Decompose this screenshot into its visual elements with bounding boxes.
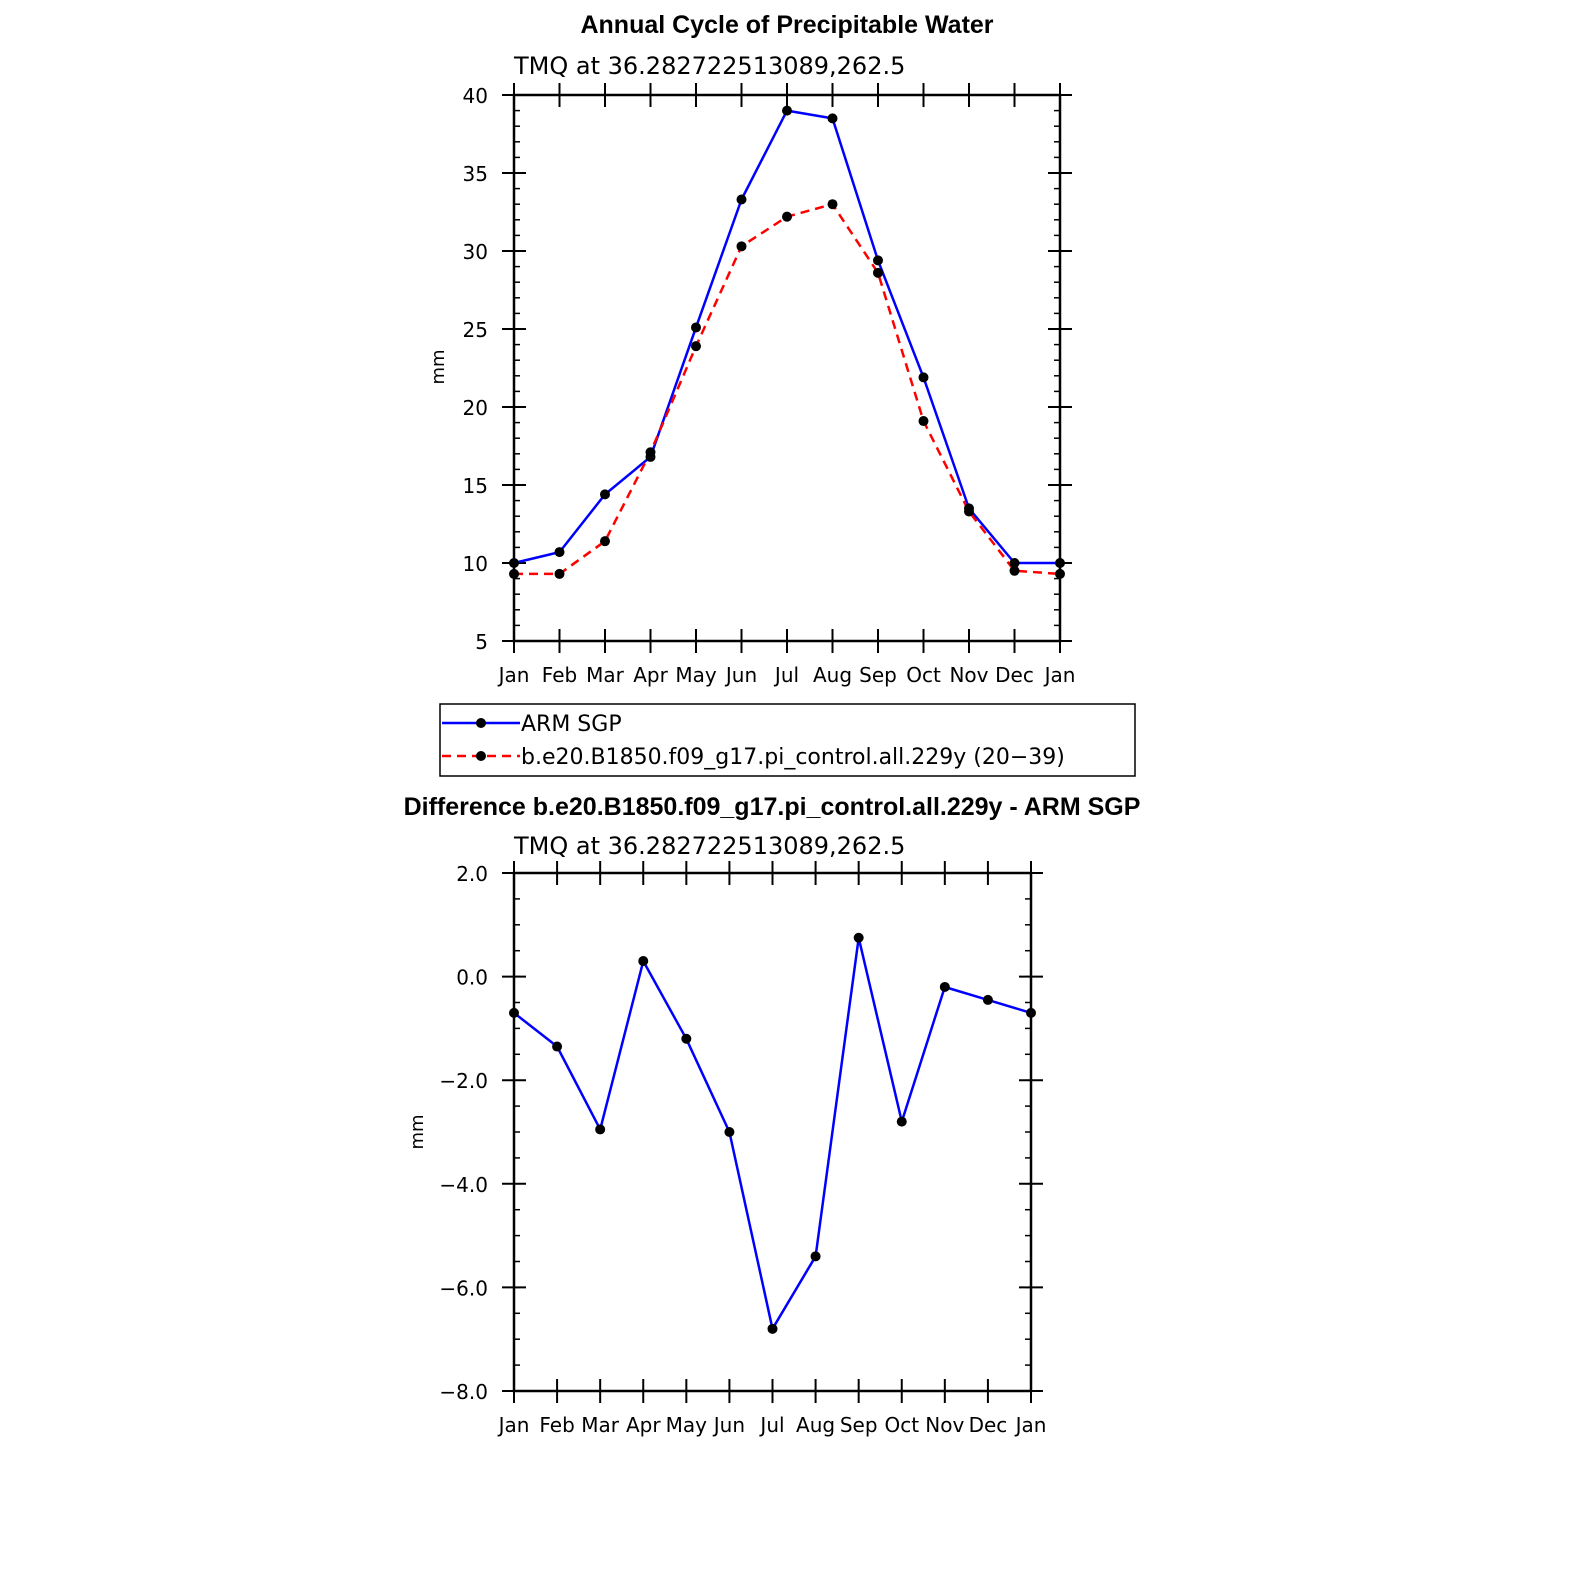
legend-marker-series-2	[476, 751, 486, 761]
y-tick-label: 15	[463, 474, 488, 498]
chart1-series-2-point	[1009, 565, 1020, 576]
chart1-series-1-point	[1055, 558, 1065, 568]
x-tick-label: Dec	[995, 663, 1034, 687]
x-tick-label: May	[666, 1413, 708, 1437]
chart2-ylabel: mm	[407, 1114, 428, 1149]
chart2-series-1-point	[982, 994, 993, 1005]
chart1-series-1-point	[691, 322, 701, 333]
y-tick-label: −6.0	[439, 1276, 488, 1300]
x-tick-label: Mar	[581, 1413, 620, 1437]
chart1-series-2-point	[1055, 568, 1065, 579]
chart1-subtitle: TMQ at 36.282722513089,262.5	[513, 52, 905, 80]
x-tick-label: Jan	[1014, 1413, 1047, 1437]
chart2-series-1-point	[638, 956, 649, 967]
x-tick-label: Jun	[724, 663, 757, 687]
x-tick-label: May	[675, 663, 717, 687]
chart1-series-1-point	[509, 558, 519, 568]
y-tick-label: 10	[463, 552, 488, 576]
y-tick-label: 30	[463, 240, 488, 264]
chart1-title: Annual Cycle of Precipitable Water	[580, 11, 993, 39]
chart1-series-2-point	[918, 416, 929, 427]
chart2-title: Difference b.e20.B1850.f09_g17.pi_contro…	[404, 793, 1141, 821]
chart2-series-1-point	[681, 1033, 692, 1044]
chart1-series-2-point	[600, 536, 610, 547]
legend-marker-series-1	[476, 718, 486, 728]
chart1-series-1-line	[513, 109, 1060, 565]
chart1-plot-frame	[512, 93, 1062, 643]
chart2-series-1-point	[810, 1251, 821, 1262]
chart2-series-1-point	[939, 981, 950, 992]
chart1-series-2-point	[645, 447, 656, 458]
x-tick-label: Sep	[840, 1413, 878, 1437]
x-tick-label: Sep	[859, 663, 897, 687]
chart2-series-1-line	[513, 936, 1032, 1331]
x-tick-label: Feb	[539, 1413, 574, 1437]
x-tick-label: Dec	[969, 1413, 1008, 1437]
chart2-series-1-point	[724, 1127, 735, 1137]
chart1-series-1-point	[918, 372, 929, 383]
x-tick-label: Apr	[626, 1413, 661, 1437]
x-tick-label: Nov	[925, 1413, 964, 1437]
x-tick-label: Jan	[1043, 663, 1076, 687]
x-tick-label: Aug	[813, 663, 852, 687]
chart1-series-1-point	[782, 105, 792, 116]
chart1-series-1-point	[736, 194, 747, 205]
chart1-series-2-point	[827, 199, 838, 210]
y-tick-label: −2.0	[439, 1069, 488, 1093]
x-tick-label: Apr	[633, 663, 668, 687]
legend-box	[439, 703, 1136, 777]
y-tick-label: 2.0	[456, 862, 488, 886]
chart1-series-2-point	[873, 267, 883, 278]
chart2-subtitle: TMQ at 36.282722513089,262.5	[513, 832, 905, 860]
y-tick-label: 40	[463, 84, 488, 108]
x-tick-label: Oct	[884, 1413, 919, 1437]
x-tick-label: Mar	[586, 663, 625, 687]
y-tick-label: −4.0	[439, 1173, 488, 1197]
chart1-series-2-point	[782, 211, 792, 222]
x-tick-label: Jan	[497, 663, 530, 687]
y-tick-label: 5	[475, 630, 488, 654]
chart1-series-1-point	[873, 255, 883, 266]
legend-label-series-2: b.e20.B1850.f09_g17.pi_control.all.229y …	[521, 745, 1065, 770]
y-tick-label: 0.0	[456, 966, 488, 990]
x-tick-label: Jul	[773, 663, 799, 687]
x-tick-label: Oct	[906, 663, 941, 687]
x-tick-label: Jan	[497, 1413, 530, 1437]
x-tick-label: Jul	[758, 1413, 784, 1437]
chart2-series-1-point	[509, 1007, 519, 1018]
y-tick-label: −8.0	[439, 1380, 488, 1404]
chart1-series-2-point	[554, 568, 565, 579]
chart1-series-2-point	[509, 568, 519, 579]
chart1-series-1-point	[600, 489, 610, 500]
chart2-series-1-point	[767, 1323, 778, 1334]
y-tick-label: 25	[463, 318, 488, 342]
chart2-series-1-point	[1026, 1007, 1036, 1018]
chart1-series-1-point	[1009, 558, 1020, 568]
y-tick-label: 35	[463, 162, 488, 186]
x-tick-label: Nov	[949, 663, 988, 687]
chart1-series-2-point	[736, 241, 747, 252]
chart1-legend: ARM SGP b.e20.B1850.f09_g17.pi_control.a…	[439, 703, 1136, 777]
chart1-ylabel: mm	[428, 349, 449, 384]
x-tick-label: Aug	[796, 1413, 835, 1437]
chart2-series-1-point	[595, 1124, 606, 1135]
chart1-series-2-point	[691, 341, 701, 352]
chart2-series-1-point	[552, 1041, 563, 1052]
chart1-series-1-point	[827, 113, 838, 124]
chart2-series-1-point	[853, 932, 864, 943]
chart1-series-1-point	[554, 547, 565, 558]
y-tick-label: 20	[463, 396, 488, 420]
x-tick-label: Feb	[542, 663, 577, 687]
x-tick-label: Jun	[712, 1413, 745, 1437]
chart1-series-2-point	[964, 506, 974, 517]
chart2-plot-frame	[512, 871, 1033, 1393]
chart2-series-1-point	[896, 1116, 907, 1127]
legend-label-series-1: ARM SGP	[521, 712, 622, 737]
